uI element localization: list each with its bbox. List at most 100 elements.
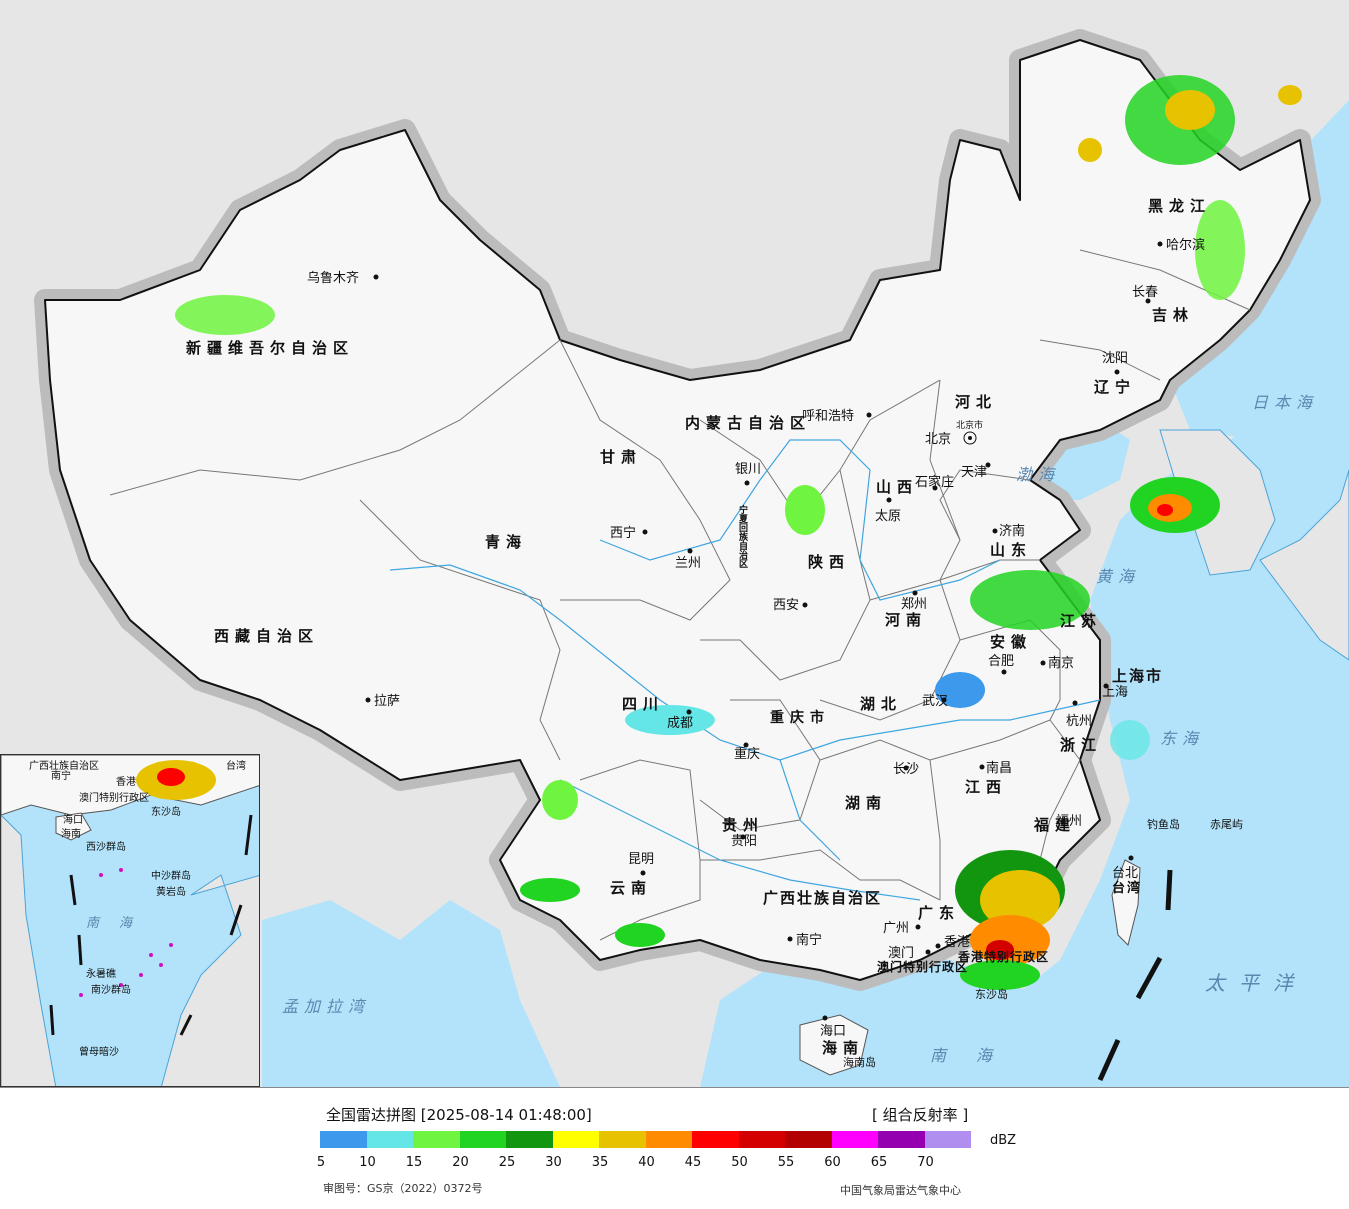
nine-dash-line [1097, 869, 1173, 1082]
china-mainland [44, 39, 1311, 981]
scale-tick-label: 30 [545, 1155, 562, 1170]
province-label: 河南 [885, 611, 927, 629]
svg-text:北京: 北京 [925, 432, 951, 447]
province-label: 河北 [955, 393, 997, 411]
province-label: 香港特别行政区 [957, 949, 1049, 964]
svg-text:澳门特别行政区: 澳门特别行政区 [79, 791, 149, 804]
city-marker: 南宁 [787, 932, 822, 948]
city-marker: 石家庄 [915, 474, 954, 491]
city-marker: 拉萨 [365, 694, 400, 709]
svg-text:重庆: 重庆 [734, 746, 760, 762]
province-label: 青海 [485, 533, 527, 551]
city-marker: 香港 [935, 935, 970, 950]
province-label: 浙江 [1060, 736, 1102, 754]
svg-text:成都: 成都 [667, 716, 693, 731]
province-label: 湖南 [845, 794, 887, 812]
color-swatch [413, 1131, 460, 1148]
svg-text:黄岩岛: 黄岩岛 [156, 885, 186, 898]
hainan-land [799, 1014, 869, 1076]
province-label: 山西 [876, 478, 918, 496]
unit-label: dBZ [990, 1133, 1017, 1148]
city-marker: 南昌 [979, 760, 1012, 776]
city-marker: 成都 [667, 709, 693, 731]
color-swatch [366, 1131, 413, 1148]
scale-tick-label: 45 [684, 1155, 702, 1170]
city-marker: 西安 [773, 598, 808, 613]
svg-text:赤尾屿: 赤尾屿 [1210, 818, 1243, 831]
province-label: 甘肃 [600, 448, 642, 466]
province-label: 吉林 [1152, 306, 1194, 324]
inset-canvas: 广西壮族自治区 南宁 台湾 香港 澳门特别行政区 东沙岛 海口 海南 西沙群岛 … [1, 755, 259, 1086]
city-marker: 海口 [820, 1015, 846, 1039]
map-title: 全国雷达拼图 [2025-08-14 01:48:00] [326, 1106, 592, 1124]
color-swatch [320, 1131, 367, 1148]
svg-text:兰州: 兰州 [675, 556, 701, 571]
color-swatch [645, 1131, 692, 1148]
city-marker: 沈阳 [1102, 351, 1128, 375]
color-swatch [599, 1131, 646, 1148]
city-marker: 南京 [1040, 655, 1074, 671]
scale-tick-label: 60 [824, 1155, 841, 1170]
svg-text:香港: 香港 [116, 776, 136, 788]
province-label: 新疆维吾尔自治区 [186, 339, 354, 357]
color-swatch [831, 1131, 878, 1148]
province-label: 云南 [610, 879, 652, 897]
sea-area-bengal [262, 900, 560, 1087]
province-label: 四川 [622, 695, 664, 713]
svg-text:郑州: 郑州 [901, 597, 927, 612]
city-marker: 长沙 [893, 762, 919, 777]
city-marker: 上海 [1102, 683, 1128, 700]
color-swatch [459, 1131, 506, 1148]
scale-tick-label: 50 [731, 1155, 748, 1170]
svg-text:东沙岛: 东沙岛 [151, 805, 181, 818]
province-label: 宁夏回族自治区 [737, 504, 749, 568]
scale-tick-label: 25 [498, 1155, 516, 1170]
city-marker: 贵阳 [731, 834, 757, 849]
city-marker: 西宁 [610, 525, 648, 541]
scale-tick-label: 5 [316, 1155, 326, 1170]
city-marker: 银川 [735, 462, 761, 486]
south-china-sea-inset: 广西壮族自治区 南宁 台湾 香港 澳门特别行政区 东沙岛 海口 海南 西沙群岛 … [0, 754, 260, 1087]
city-marker: 长春 [1132, 285, 1158, 304]
city-marker: 澳门 [888, 945, 931, 961]
city-marker: 哈尔滨 [1157, 237, 1205, 253]
svg-text:海口: 海口 [820, 1024, 846, 1039]
svg-text:西沙群岛: 西沙群岛 [86, 840, 126, 853]
scale-tick-label: 70 [917, 1155, 934, 1170]
scale-tick-label: 40 [638, 1155, 655, 1170]
svg-text:广西壮族自治区: 广西壮族自治区 [29, 759, 99, 772]
svg-text:东海: 东海 [1160, 729, 1204, 748]
city-marker: 武汉 [922, 694, 948, 709]
province-label: 贵州 [722, 816, 764, 834]
svg-text:呼和浩特: 呼和浩特 [802, 409, 854, 424]
sea-labels: 日本海 渤海 黄海 东海 太平洋 南海 孟加拉湾 [282, 393, 1312, 1065]
svg-text:西安: 西安 [773, 598, 799, 613]
svg-text:南昌: 南昌 [986, 760, 1012, 776]
svg-text:曾母暗沙: 曾母暗沙 [79, 1045, 119, 1058]
svg-text:南沙群岛: 南沙群岛 [91, 983, 131, 996]
svg-text:南宁: 南宁 [51, 769, 71, 782]
svg-text:台湾: 台湾 [226, 759, 246, 772]
svg-text:孟加拉湾: 孟加拉湾 [282, 997, 370, 1016]
svg-text:南海: 南海 [86, 916, 152, 931]
province-label: 山东 [990, 541, 1032, 559]
city-marker: 呼和浩特 [802, 409, 872, 424]
svg-text:南海: 南海 [930, 1046, 1022, 1065]
city-marker: 杭州 [1066, 700, 1092, 729]
color-swatch [692, 1131, 739, 1148]
color-swatch [738, 1131, 785, 1148]
province-label: 广西壮族自治区 [763, 889, 882, 907]
svg-text:沈阳: 沈阳 [1102, 351, 1128, 366]
province-label: 黑龙江 [1148, 197, 1211, 215]
japan-land [1259, 469, 1349, 661]
scale-tick-label: 65 [870, 1155, 888, 1170]
svg-text:永暑礁: 永暑礁 [86, 967, 116, 980]
svg-text:济南: 济南 [999, 523, 1025, 539]
svg-text:海南岛: 海南岛 [843, 1055, 876, 1069]
province-label: 湖北 [860, 695, 902, 713]
taiwan-land [1111, 859, 1141, 946]
svg-text:石家庄: 石家庄 [915, 474, 954, 490]
svg-text:上海: 上海 [1102, 685, 1128, 700]
province-label: 西藏自治区 [214, 627, 319, 645]
